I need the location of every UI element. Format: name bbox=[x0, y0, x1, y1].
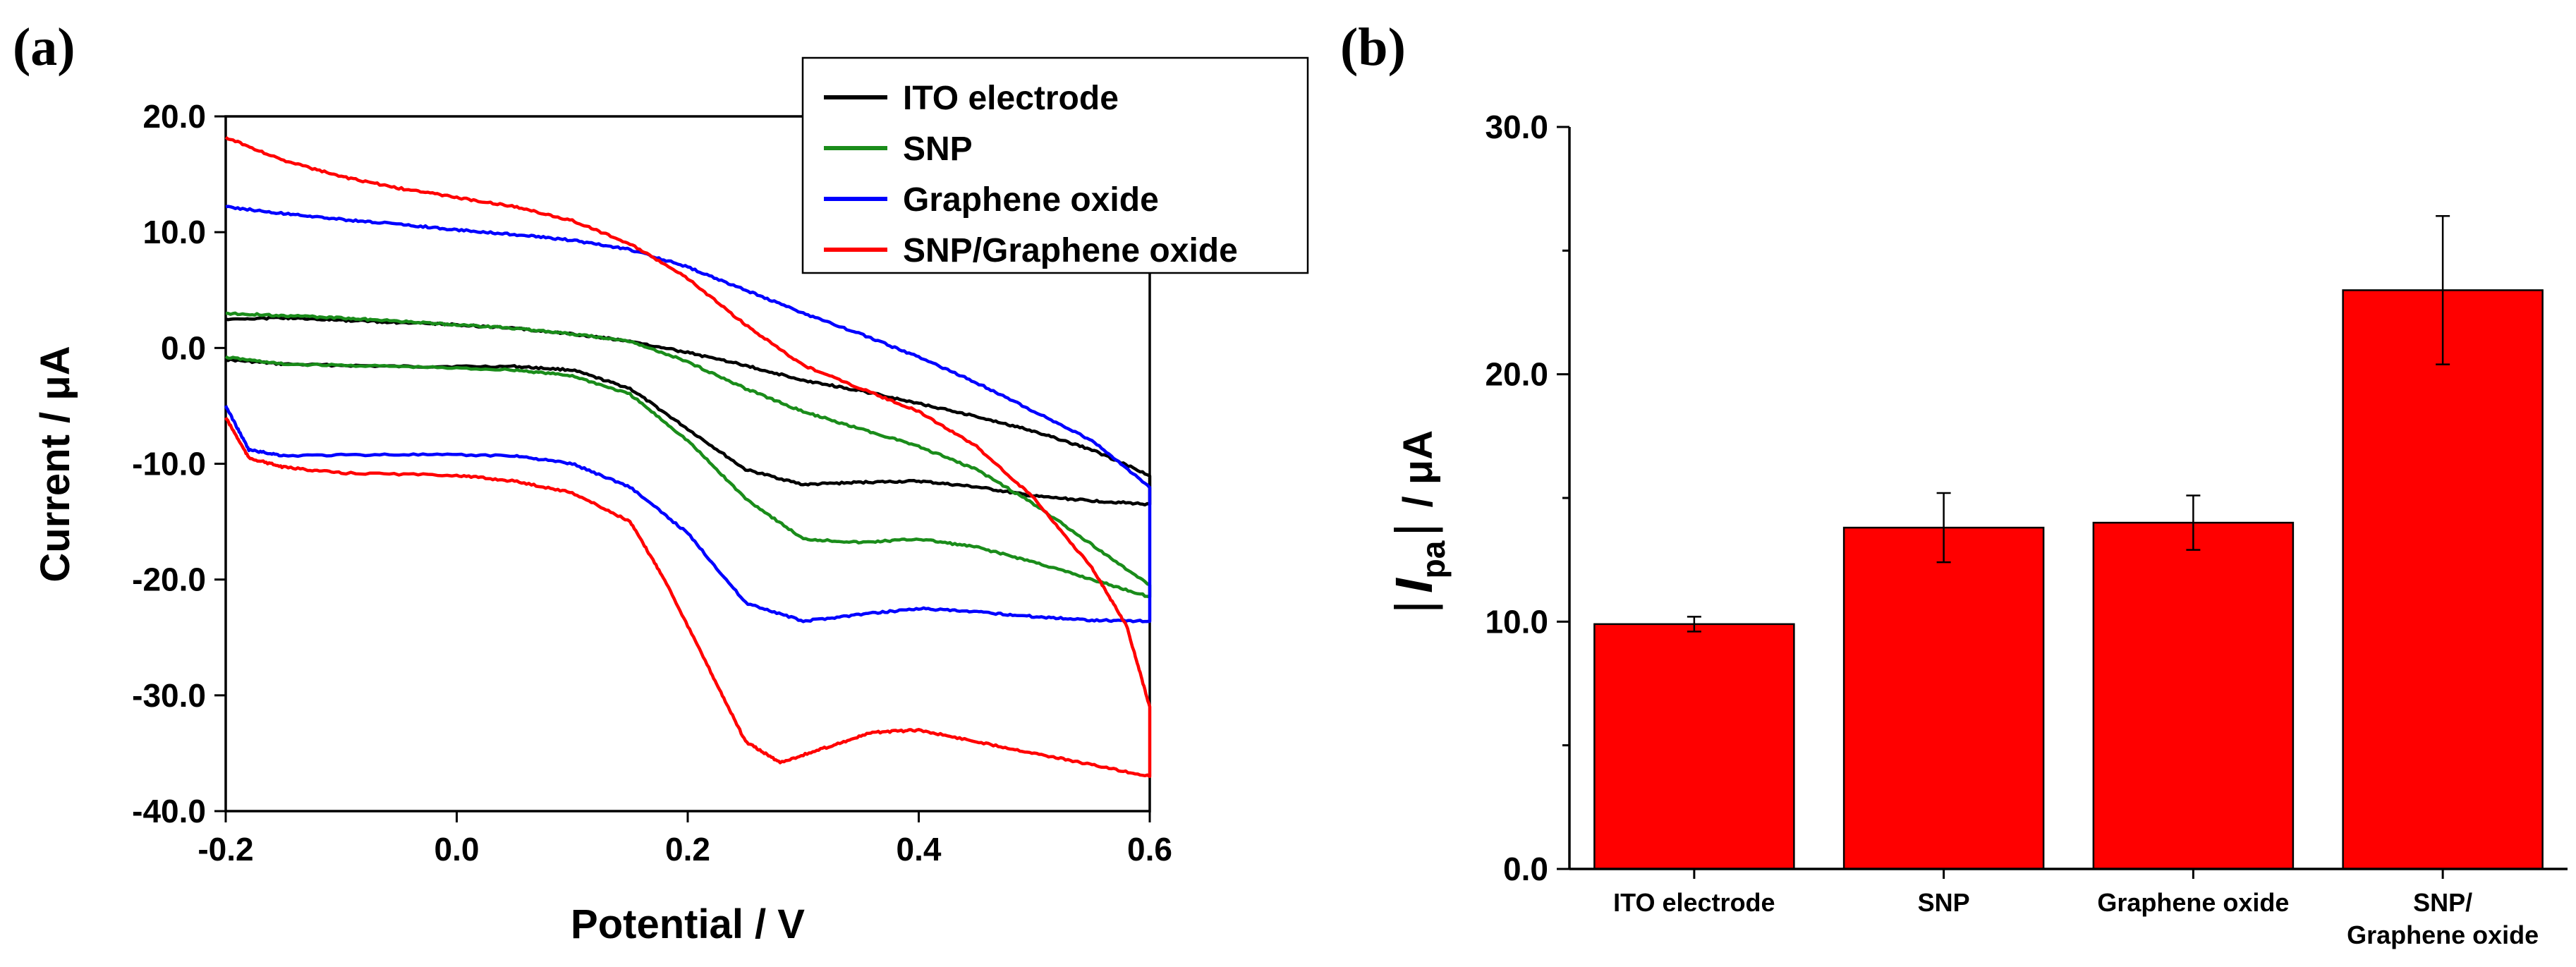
ylabel-subscript: pa bbox=[1415, 540, 1452, 578]
x-tick-label: 0.4 bbox=[897, 831, 942, 868]
y-tick-label: 10.0 bbox=[1485, 603, 1548, 640]
panel-a-label: (a) bbox=[13, 18, 75, 77]
legend-entries: ITO electrode SNP Graphene oxide SNP/Graphe… bbox=[824, 80, 1238, 269]
x-tick-label: 0.6 bbox=[1127, 831, 1172, 868]
y-tick-label: -20.0 bbox=[132, 561, 206, 598]
series-line-snp-graphene-oxide bbox=[224, 135, 1152, 779]
category-label: SNP bbox=[1918, 888, 1970, 917]
category-label: Graphene oxide bbox=[2347, 920, 2539, 949]
plot-a-x-axis: -0.2 0.0 0.2 0.4 0.6 bbox=[198, 811, 1172, 868]
x-tick-label: 0.0 bbox=[435, 831, 480, 868]
y-tick-label: 0.0 bbox=[1503, 851, 1548, 887]
plot-a-y-axis: -40.0 -30.0 -20.0 -10.0 0.0 10.0 20.0 bbox=[132, 98, 226, 829]
y-tick-label: 30.0 bbox=[1485, 109, 1548, 145]
bar bbox=[1842, 526, 2045, 870]
panel-a: (a) -40.0 -30.0 -20.0 -10.0 0.0 10.0 20.0 -0.2… bbox=[13, 18, 1309, 947]
plot-b-bars bbox=[1593, 289, 2544, 870]
panel-b-label: (b) bbox=[1340, 18, 1406, 77]
legend-label: Graphene oxide bbox=[903, 181, 1159, 219]
y-tick-label: -40.0 bbox=[132, 793, 206, 829]
bar bbox=[2092, 521, 2295, 870]
legend-label: ITO electrode bbox=[903, 80, 1119, 117]
category-label: SNP/ bbox=[2413, 888, 2472, 917]
y-tick-label: 20.0 bbox=[1485, 356, 1548, 393]
series-line-graphene-oxide bbox=[224, 205, 1152, 624]
y-tick-label: -30.0 bbox=[132, 677, 206, 714]
plot-b-error-bars bbox=[1687, 214, 2450, 879]
series-line-snp bbox=[224, 311, 1152, 599]
plot-a-legend: ITO electrode SNP Graphene oxide SNP/Graphe… bbox=[801, 56, 1309, 274]
plot-b-y-axis: 0.0 10.0 20.0 30.0 bbox=[1485, 109, 1569, 887]
y-tick-label: 20.0 bbox=[142, 98, 206, 135]
y-tick-label: 0.0 bbox=[161, 329, 206, 366]
legend-box bbox=[801, 56, 1309, 274]
y-tick-label: -10.0 bbox=[132, 446, 206, 482]
legend-label: SNP bbox=[903, 130, 973, 168]
ylabel-abs-left: | bbox=[1385, 600, 1443, 614]
x-tick-label: -0.2 bbox=[198, 831, 253, 868]
plot-a-ylabel: Current / μA bbox=[32, 346, 78, 582]
category-label: Graphene oxide bbox=[2097, 888, 2289, 917]
panel-b: (b) 0.0 10.0 20.0 30.0 ITO electrode SNP Grap… bbox=[1340, 18, 2568, 949]
x-tick-label: 0.2 bbox=[665, 831, 710, 868]
bar bbox=[2342, 289, 2544, 870]
ylabel-abs-right: | bbox=[1385, 523, 1443, 536]
category-label: ITO electrode bbox=[1613, 888, 1775, 917]
ylabel-unit: / μA bbox=[1395, 430, 1441, 508]
plot-a-xlabel: Potential / V bbox=[571, 901, 805, 947]
legend-label: SNP/Graphene oxide bbox=[903, 232, 1238, 269]
plot-a-series bbox=[224, 135, 1152, 779]
plot-b-ylabel: | Ipa | / μA bbox=[1385, 430, 1452, 614]
plot-b-category-labels: ITO electrode SNP Graphene oxide SNP/Graphe… bbox=[1613, 888, 2539, 949]
y-tick-label: 10.0 bbox=[142, 214, 206, 250]
ylabel-symbol: I bbox=[1385, 578, 1443, 593]
svg-text:|Ipa|/ μA: | Ipa | / μA bbox=[1385, 430, 1452, 614]
bar bbox=[1593, 623, 1795, 870]
